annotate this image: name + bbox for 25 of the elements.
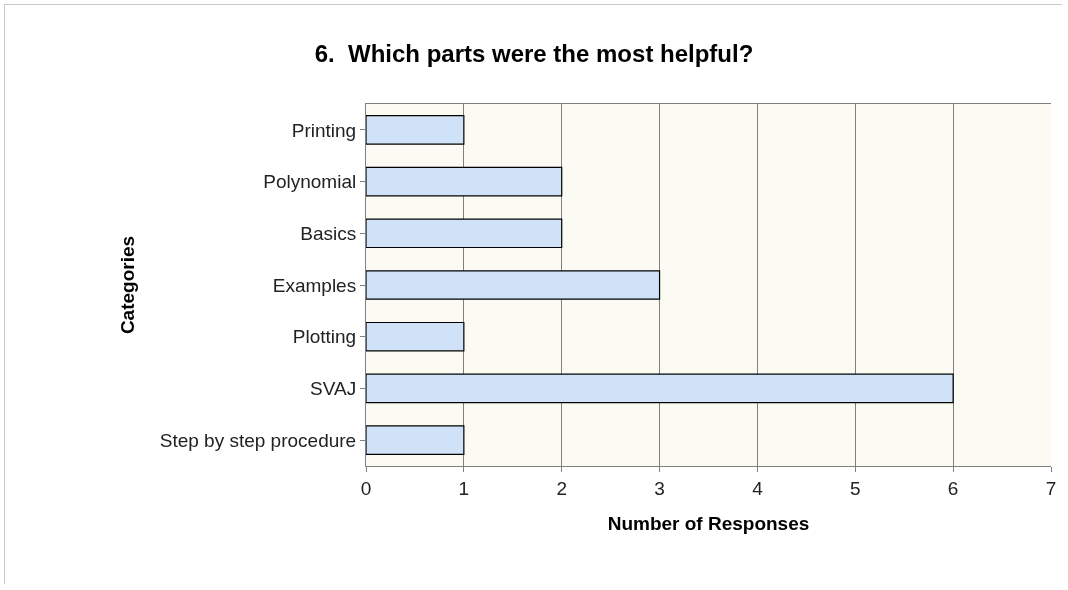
x-axis-title: Number of Responses [607, 512, 810, 534]
y-tick-label: SVAJ [310, 378, 357, 400]
x-tick-label: 2 [556, 477, 567, 499]
x-tick-label: 3 [654, 477, 665, 499]
x-tick-label: 1 [458, 477, 470, 499]
x-tick-label: 5 [850, 477, 861, 499]
y-tick-label: Basics [300, 222, 357, 244]
bar [366, 425, 465, 455]
bar [366, 115, 465, 145]
y-tick-label: Examples [272, 274, 357, 296]
y-tick-label: Polynomial [263, 171, 357, 193]
x-tick-label: 7 [1045, 477, 1057, 499]
x-tick-label: 4 [752, 477, 764, 499]
y-axis-title: Categories [116, 235, 138, 335]
x-tick-label: 6 [947, 477, 959, 499]
y-tick-label: Step by step procedure [159, 429, 357, 451]
bar [366, 321, 465, 352]
y-tick-label: Plotting [292, 326, 357, 348]
bar [366, 270, 661, 300]
y-tick-label: Printing [291, 119, 357, 141]
x-tick-label: 0 [360, 477, 372, 499]
bar [366, 166, 563, 197]
chart-title: 6. Which parts were the most helpful? [314, 40, 754, 68]
bar [366, 373, 954, 404]
bar [366, 218, 563, 249]
